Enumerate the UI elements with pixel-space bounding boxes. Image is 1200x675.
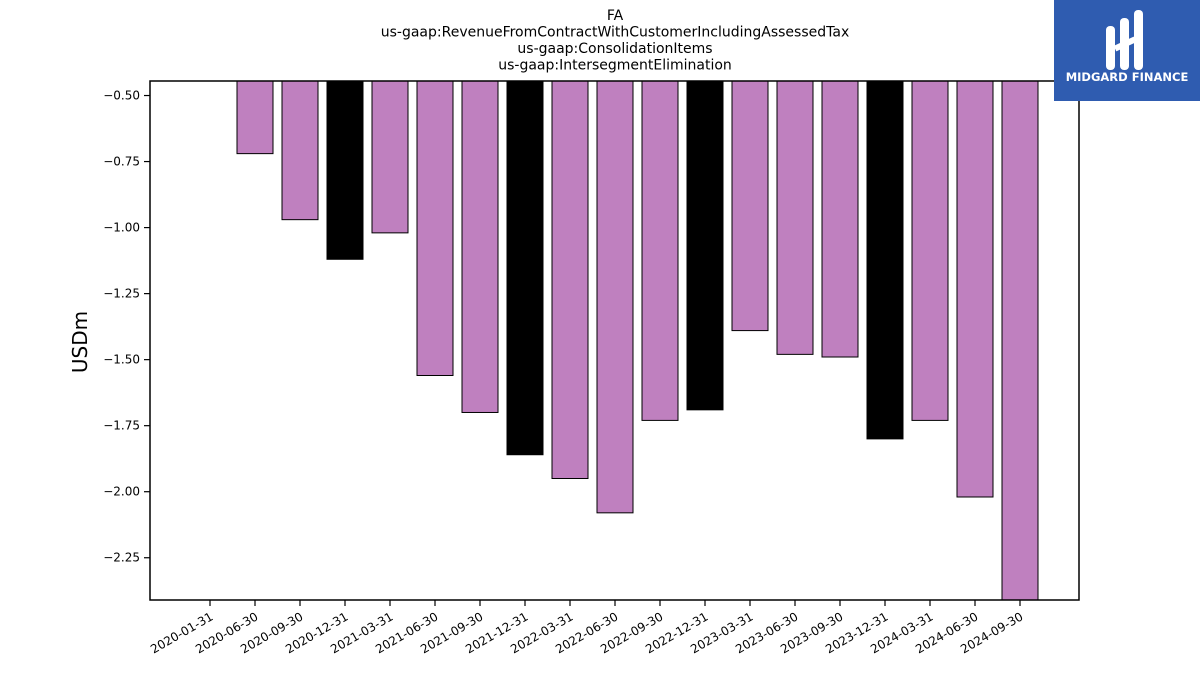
bar-2024-03-31 <box>911 80 949 421</box>
chart-title-line: us-gaap:ConsolidationItems <box>517 41 712 57</box>
y-tick-label: −0.75 <box>103 155 140 169</box>
chart-title-line: us-gaap:IntersegmentElimination <box>498 58 732 74</box>
bar-2022-06-30 <box>596 80 634 514</box>
x-axis: 2020-01-312020-06-302020-09-302020-12-31… <box>148 600 1026 656</box>
midgard-finance-logo: MIDGARD FINANCE <box>1054 0 1200 101</box>
logo-text: MIDGARD FINANCE <box>1066 70 1189 84</box>
chart-title-line: FA <box>607 8 624 24</box>
bar-2023-03-31 <box>731 80 769 332</box>
y-tick-label: −0.50 <box>103 89 140 103</box>
bar-2020-09-30 <box>281 80 319 221</box>
bar-2022-03-31 <box>551 80 589 480</box>
y-tick-label: −1.25 <box>103 287 140 301</box>
y-axis: −0.50 −0.75 −1.00 −1.25 −1.50 −1.75 −2.00 −2.25 <box>103 89 150 565</box>
bar-2024-06-30 <box>956 80 994 498</box>
bar-2022-09-30 <box>641 80 679 421</box>
bar-2021-12-31 <box>506 80 544 456</box>
chart-title-line: us-gaap:RevenueFromContractWithCustomerI… <box>381 25 850 41</box>
y-tick-label: −1.75 <box>103 419 140 433</box>
bar-2021-03-31 <box>371 80 409 234</box>
y-axis-label: USDm <box>68 311 92 373</box>
bars <box>236 80 1039 601</box>
bar-2023-06-30 <box>776 80 814 355</box>
y-tick-label: −2.25 <box>103 551 140 565</box>
y-tick-label: −1.50 <box>103 353 140 367</box>
bar-2024-09-30 <box>1001 80 1039 601</box>
bar-2020-12-31 <box>326 80 364 260</box>
midgard-logo-mark-icon <box>1106 10 1143 70</box>
chart-title: FAus-gaap:RevenueFromContractWithCustome… <box>381 8 850 74</box>
bar-2022-12-31 <box>686 80 724 411</box>
bar-2021-06-30 <box>416 80 454 376</box>
y-tick-label: −2.00 <box>103 485 140 499</box>
y-tick-label: −1.00 <box>103 221 140 235</box>
bar-2023-09-30 <box>821 80 859 358</box>
bar-2020-06-30 <box>236 80 274 155</box>
bar-2021-09-30 <box>461 80 499 413</box>
bar-2023-12-31 <box>866 80 904 440</box>
